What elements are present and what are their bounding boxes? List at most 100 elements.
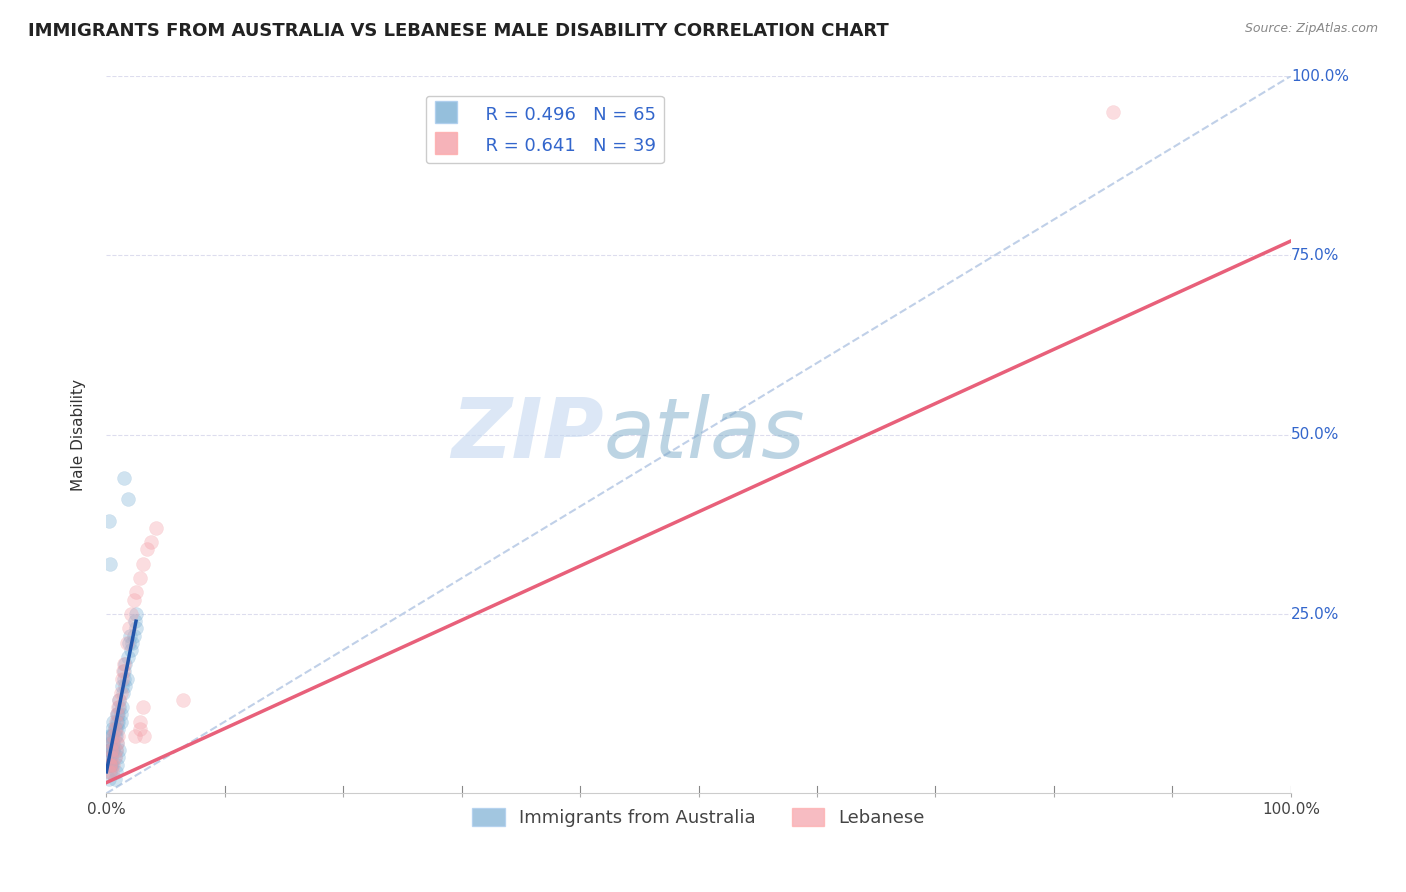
Point xyxy=(114,679,136,693)
Point xyxy=(128,714,150,729)
Point xyxy=(98,757,121,772)
Point xyxy=(104,729,127,743)
Point xyxy=(122,592,145,607)
Text: atlas: atlas xyxy=(603,394,806,475)
Point xyxy=(97,757,120,772)
Point xyxy=(128,722,150,736)
Point xyxy=(134,729,156,743)
Point xyxy=(100,729,122,743)
Point xyxy=(108,693,131,707)
Point xyxy=(141,535,163,549)
Point xyxy=(1102,104,1125,119)
Point xyxy=(100,757,122,772)
Point xyxy=(107,700,129,714)
Point xyxy=(104,750,127,764)
Point xyxy=(122,628,145,642)
Point xyxy=(101,764,124,779)
Point xyxy=(110,707,132,722)
Point xyxy=(118,621,141,635)
Point xyxy=(104,750,127,764)
Point xyxy=(105,714,128,729)
Point xyxy=(104,714,127,729)
Point xyxy=(120,628,142,642)
Text: ZIP: ZIP xyxy=(451,394,603,475)
Point xyxy=(100,743,122,757)
Point xyxy=(115,672,138,686)
Point xyxy=(98,736,121,750)
Point xyxy=(117,650,139,665)
Point xyxy=(101,757,124,772)
Point xyxy=(103,757,125,772)
Point xyxy=(120,643,142,657)
Point xyxy=(108,743,131,757)
Point xyxy=(121,636,143,650)
Point xyxy=(98,757,121,772)
Point xyxy=(98,764,121,779)
Point xyxy=(107,722,129,736)
Point xyxy=(98,743,121,757)
Point xyxy=(124,729,146,743)
Text: 25.0%: 25.0% xyxy=(1291,607,1339,622)
Point xyxy=(111,700,134,714)
Point xyxy=(98,757,121,772)
Point xyxy=(145,521,167,535)
Point xyxy=(135,542,157,557)
Point xyxy=(97,743,120,757)
Point xyxy=(112,672,135,686)
Point xyxy=(105,707,128,722)
Point xyxy=(97,750,120,764)
Point xyxy=(111,679,134,693)
Y-axis label: Male Disability: Male Disability xyxy=(72,379,86,491)
Point xyxy=(98,750,121,764)
Point xyxy=(105,736,128,750)
Point xyxy=(101,736,124,750)
Text: 75.0%: 75.0% xyxy=(1291,248,1339,263)
Point xyxy=(103,714,125,729)
Point xyxy=(97,772,120,786)
Point xyxy=(125,607,148,621)
Point xyxy=(172,693,194,707)
Point xyxy=(98,757,121,772)
Point xyxy=(100,750,122,764)
Point xyxy=(100,750,122,764)
Point xyxy=(103,736,125,750)
Text: 100.0%: 100.0% xyxy=(1291,69,1348,84)
Text: IMMIGRANTS FROM AUSTRALIA VS LEBANESE MALE DISABILITY CORRELATION CHART: IMMIGRANTS FROM AUSTRALIA VS LEBANESE MA… xyxy=(28,22,889,40)
Point xyxy=(107,707,129,722)
Point xyxy=(107,729,129,743)
Point xyxy=(104,722,127,736)
Point xyxy=(128,571,150,585)
Point xyxy=(110,686,132,700)
Legend: Immigrants from Australia, Lebanese: Immigrants from Australia, Lebanese xyxy=(465,801,932,835)
Point xyxy=(108,693,131,707)
Point xyxy=(101,736,124,750)
Point xyxy=(111,665,134,679)
Point xyxy=(101,722,124,736)
Point xyxy=(97,729,120,743)
Point xyxy=(97,764,120,779)
Point xyxy=(104,722,127,736)
Point xyxy=(104,743,127,757)
Point xyxy=(104,722,127,736)
Point xyxy=(104,729,127,743)
Point xyxy=(118,636,141,650)
Point xyxy=(105,707,128,722)
Point xyxy=(101,729,124,743)
Point xyxy=(125,621,148,635)
Text: 50.0%: 50.0% xyxy=(1291,427,1339,442)
Point xyxy=(132,557,155,571)
Point xyxy=(108,700,131,714)
Point xyxy=(132,700,155,714)
Point xyxy=(114,657,136,672)
Point xyxy=(120,607,142,621)
Point xyxy=(117,492,139,507)
Point xyxy=(111,672,134,686)
Point xyxy=(104,772,127,786)
Point xyxy=(105,736,128,750)
Point xyxy=(112,665,135,679)
Point xyxy=(100,743,122,757)
Point xyxy=(103,729,125,743)
Point xyxy=(112,657,135,672)
Point xyxy=(110,714,132,729)
Point xyxy=(112,471,135,485)
